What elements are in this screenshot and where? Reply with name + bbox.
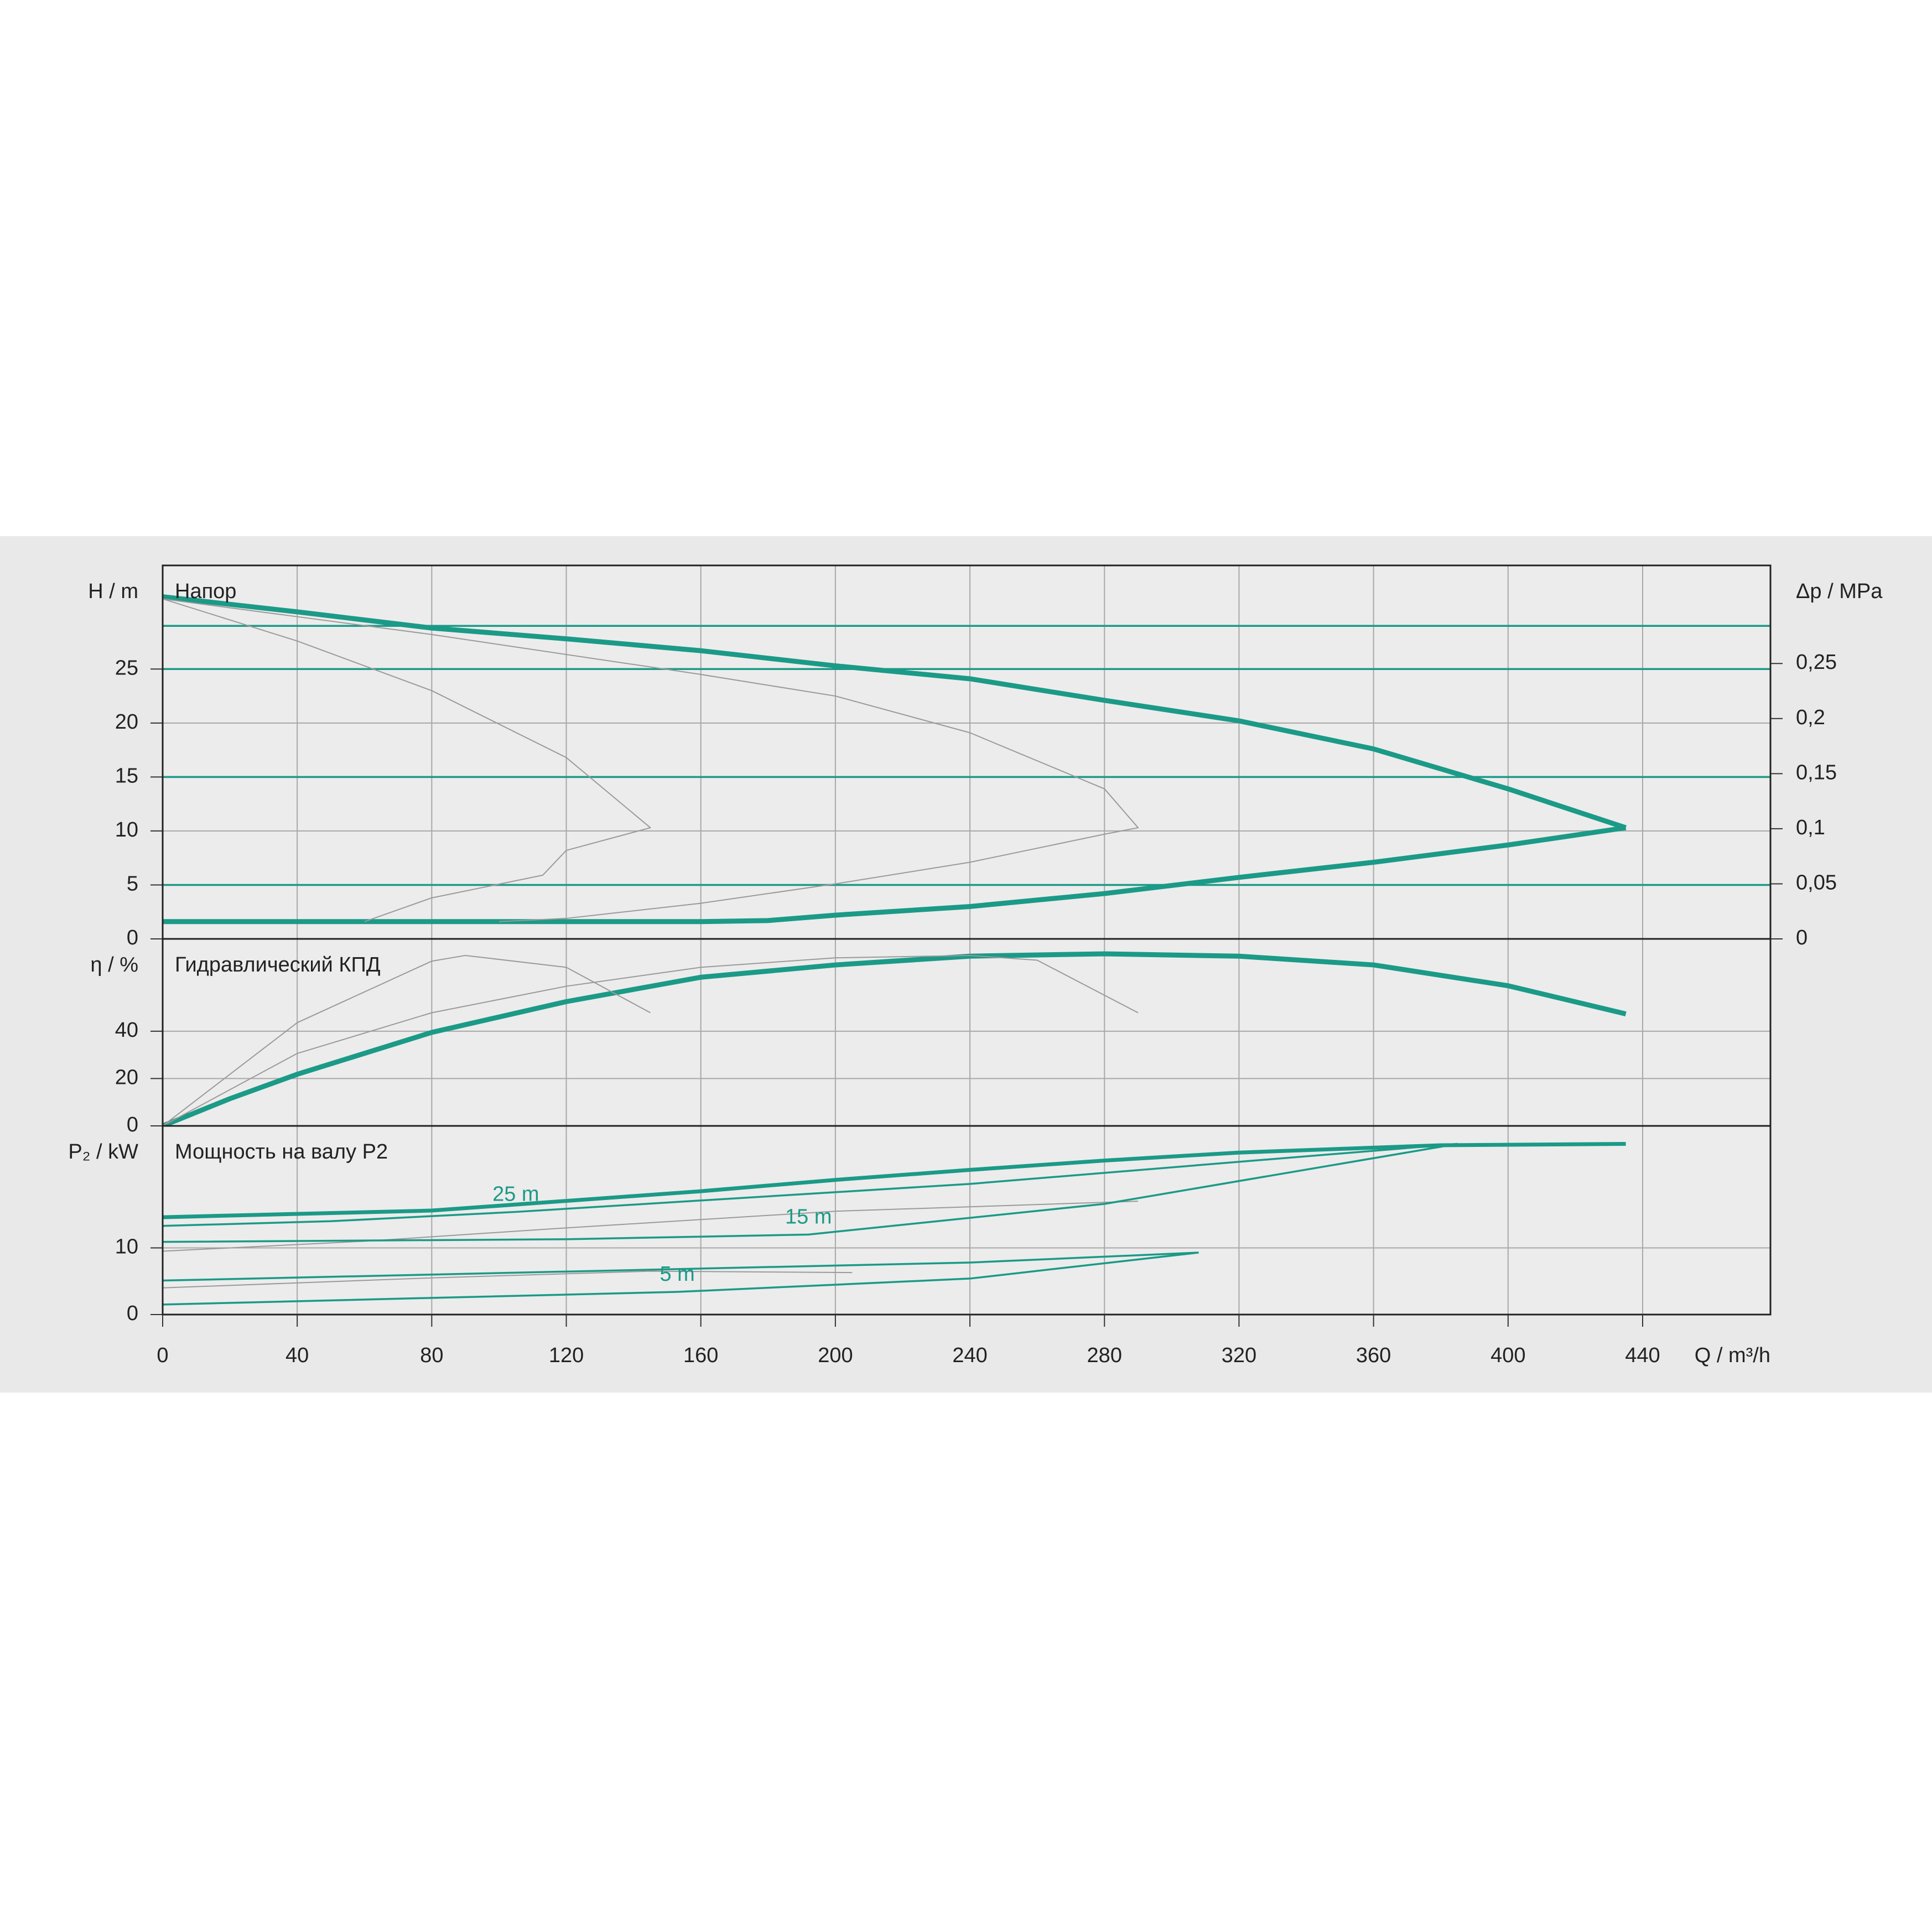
y-tick-label: 0 — [127, 1113, 138, 1136]
x-tick-label: 80 — [420, 1344, 443, 1367]
y-axis-label: η / % — [90, 953, 138, 977]
panel-label: Напор — [175, 580, 236, 603]
x-tick-label: 200 — [818, 1344, 853, 1367]
x-tick-label: 400 — [1490, 1344, 1525, 1367]
curve — [162, 1201, 1139, 1252]
plot-frame — [162, 1125, 1772, 1316]
y2-tick-label: 0,1 — [1796, 816, 1825, 839]
x-tick-label: 440 — [1625, 1344, 1660, 1367]
plot-area — [163, 1126, 1770, 1315]
curve — [162, 954, 1139, 1126]
curve-label: 25 m — [492, 1182, 539, 1206]
y-axis-label: P₂ / kW — [68, 1140, 138, 1164]
y-tick-label: 10 — [115, 1235, 138, 1259]
y-tick-label: 20 — [115, 1066, 138, 1089]
x-tick-label: 320 — [1222, 1344, 1256, 1367]
curve — [162, 594, 1627, 830]
plot-area — [163, 565, 1770, 939]
y-tick-label: 15 — [115, 764, 138, 787]
curve — [162, 1142, 1626, 1219]
curve — [162, 1270, 853, 1289]
x-tick-label: 120 — [549, 1344, 584, 1367]
y2-tick-label: 0,25 — [1796, 651, 1837, 674]
curve — [162, 1142, 1458, 1227]
y2-tick-label: 0,2 — [1796, 706, 1825, 729]
y-axis-label: H / m — [88, 580, 138, 603]
y2-axis-label: Δp / MPa — [1796, 580, 1883, 603]
curve — [162, 598, 651, 922]
x-tick-label: 160 — [683, 1344, 718, 1367]
panel-label: Мощность на валу P2 — [175, 1140, 388, 1164]
y-tick-label: 10 — [115, 818, 138, 842]
x-tick-label: 360 — [1356, 1344, 1391, 1367]
x-tick-label: 240 — [952, 1344, 987, 1367]
curve — [162, 598, 1139, 922]
y-tick-label: 25 — [115, 656, 138, 679]
curve — [162, 1251, 1199, 1306]
y2-tick-label: 0,05 — [1796, 871, 1837, 894]
x-tick-label: 280 — [1087, 1344, 1122, 1367]
curve — [162, 951, 1627, 1129]
y-tick-label: 0 — [127, 1302, 138, 1325]
y-tick-label: 20 — [115, 710, 138, 734]
y-tick-label: 5 — [127, 872, 138, 895]
plot-area — [163, 939, 1770, 1126]
x-axis-label: Q / m³/h — [1695, 1344, 1770, 1367]
y2-tick-label: 0 — [1796, 926, 1808, 949]
curve — [162, 1142, 1458, 1243]
curve — [163, 825, 1627, 925]
curve-label: 5 m — [659, 1263, 694, 1286]
y2-tick-label: 0,15 — [1796, 761, 1837, 784]
panel-label: Гидравлический КПД — [175, 953, 381, 977]
x-tick-label: 40 — [285, 1344, 309, 1367]
y-tick-label: 0 — [127, 926, 138, 949]
y-tick-label: 40 — [115, 1019, 138, 1042]
x-tick-label: 0 — [157, 1344, 168, 1367]
curve-label: 15 m — [785, 1205, 832, 1228]
curve — [162, 954, 651, 1126]
curve — [162, 1251, 1199, 1282]
